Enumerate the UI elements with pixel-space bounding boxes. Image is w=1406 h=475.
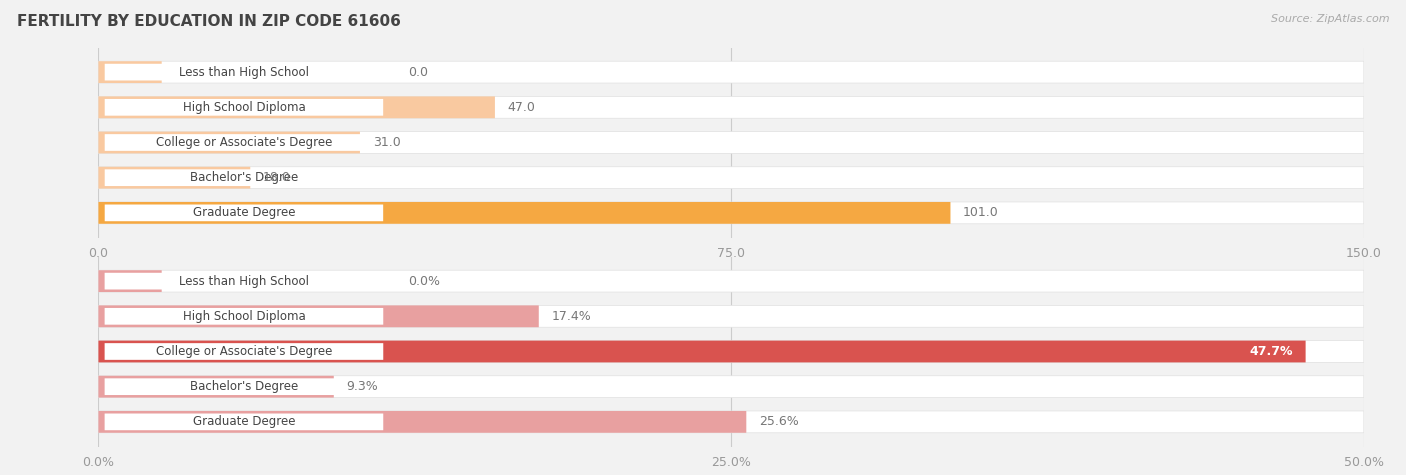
Text: Bachelor's Degree: Bachelor's Degree <box>190 380 298 393</box>
FancyBboxPatch shape <box>98 167 250 189</box>
FancyBboxPatch shape <box>104 378 384 395</box>
FancyBboxPatch shape <box>104 308 384 325</box>
FancyBboxPatch shape <box>98 305 538 327</box>
Text: Less than High School: Less than High School <box>179 275 309 288</box>
FancyBboxPatch shape <box>98 202 950 224</box>
FancyBboxPatch shape <box>104 343 384 360</box>
Text: FERTILITY BY EDUCATION IN ZIP CODE 61606: FERTILITY BY EDUCATION IN ZIP CODE 61606 <box>17 14 401 29</box>
FancyBboxPatch shape <box>98 96 495 118</box>
Text: 9.3%: 9.3% <box>346 380 378 393</box>
FancyBboxPatch shape <box>98 61 162 83</box>
Text: College or Associate's Degree: College or Associate's Degree <box>156 345 332 358</box>
FancyBboxPatch shape <box>98 270 1364 292</box>
FancyBboxPatch shape <box>104 99 384 116</box>
FancyBboxPatch shape <box>104 134 384 151</box>
FancyBboxPatch shape <box>98 167 1364 189</box>
Text: Bachelor's Degree: Bachelor's Degree <box>190 171 298 184</box>
FancyBboxPatch shape <box>98 61 1364 83</box>
Text: High School Diploma: High School Diploma <box>183 310 305 323</box>
Text: College or Associate's Degree: College or Associate's Degree <box>156 136 332 149</box>
Text: 47.7%: 47.7% <box>1250 345 1294 358</box>
FancyBboxPatch shape <box>104 273 384 289</box>
FancyBboxPatch shape <box>98 341 1364 362</box>
Text: 25.6%: 25.6% <box>759 415 799 428</box>
FancyBboxPatch shape <box>98 202 1364 224</box>
Text: 0.0: 0.0 <box>409 66 429 79</box>
FancyBboxPatch shape <box>98 305 1364 327</box>
FancyBboxPatch shape <box>98 132 1364 153</box>
FancyBboxPatch shape <box>104 205 384 221</box>
Text: Less than High School: Less than High School <box>179 66 309 79</box>
Text: 18.0: 18.0 <box>263 171 291 184</box>
Text: 47.0: 47.0 <box>508 101 536 114</box>
Text: High School Diploma: High School Diploma <box>183 101 305 114</box>
Text: 31.0: 31.0 <box>373 136 401 149</box>
FancyBboxPatch shape <box>98 376 1364 398</box>
FancyBboxPatch shape <box>104 169 384 186</box>
Text: 0.0%: 0.0% <box>408 275 440 288</box>
FancyBboxPatch shape <box>98 411 747 433</box>
Text: 101.0: 101.0 <box>963 206 998 219</box>
FancyBboxPatch shape <box>98 376 333 398</box>
FancyBboxPatch shape <box>98 411 1364 433</box>
FancyBboxPatch shape <box>104 64 384 80</box>
Text: Graduate Degree: Graduate Degree <box>193 206 295 219</box>
FancyBboxPatch shape <box>98 132 360 153</box>
Text: Graduate Degree: Graduate Degree <box>193 415 295 428</box>
FancyBboxPatch shape <box>98 270 162 292</box>
FancyBboxPatch shape <box>98 96 1364 118</box>
FancyBboxPatch shape <box>104 414 384 430</box>
Text: Source: ZipAtlas.com: Source: ZipAtlas.com <box>1271 14 1389 24</box>
Text: 17.4%: 17.4% <box>551 310 591 323</box>
FancyBboxPatch shape <box>98 341 1306 362</box>
